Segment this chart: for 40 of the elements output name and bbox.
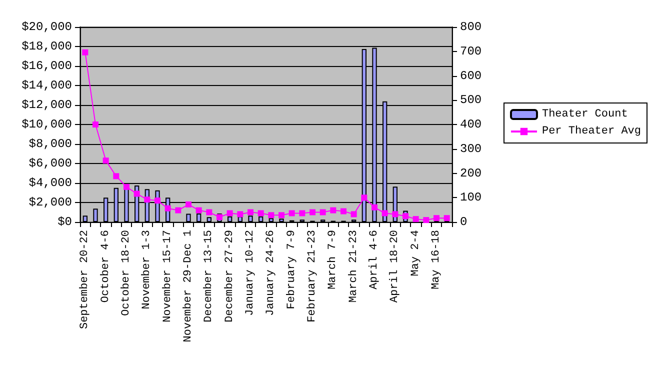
y-tick-label: $6,000 [28,156,72,170]
x-tick-label: April 4-6 [368,230,380,290]
x-tick-label: February 7-9 [286,230,298,310]
x-tick-label: April 18-20 [389,230,402,303]
x-tick-label: May 2-4 [410,230,422,276]
y2-tick-label: 500 [460,93,482,108]
y2-tick-label: 400 [460,118,482,132]
x-tick-label: February 21-23 [306,230,318,322]
x-tick-label: December 27-29 [224,230,236,322]
x-tick-label: December 13-15 [203,230,216,322]
y-tick-label: $8,000 [28,137,72,151]
x-tick-label: March 21-23 [348,230,360,303]
y2-tick-label: 200 [460,166,482,180]
x-tick-label: October 4-6 [100,230,112,303]
y-tick-label: $12,000 [22,98,72,112]
x-tick-label: November 29-Dec 1 [182,230,194,342]
x-tick-label: October 18-20 [120,230,132,316]
y2-tick-label: 800 [460,20,482,34]
y-tick-label: $14,000 [22,78,72,92]
y-tick-label: $10,000 [22,118,72,132]
y2-tick-label: 0 [460,215,468,229]
x-tick-label: May 16-18 [430,230,442,290]
x-tick-label: March 7-9 [327,230,340,290]
y-tick-label: $2,000 [28,196,72,210]
y-tick-label: $16,000 [22,59,72,73]
x-tick-label: November 1-3 [141,230,154,310]
y-tick-label: $18,000 [22,40,72,54]
x-tick-label: January 10-12 [244,230,256,316]
legend-label: Theater Count [542,108,628,120]
y2-tick-label: 300 [460,142,482,156]
y-tick-label: $20,000 [22,20,72,34]
y2-tick-label: 700 [460,44,482,58]
y-tick-label: $0 [58,215,72,229]
y2-tick-label: 600 [460,68,482,83]
x-tick-label: November 15-17 [162,230,174,322]
legend-label: Per Theater Avg [542,126,642,138]
x-tick-label: January 24-26 [265,230,278,316]
y2-tick-label: 100 [460,190,482,205]
x-tick-label: September 20-22 [79,230,92,330]
y-tick-label: $4,000 [28,176,72,190]
